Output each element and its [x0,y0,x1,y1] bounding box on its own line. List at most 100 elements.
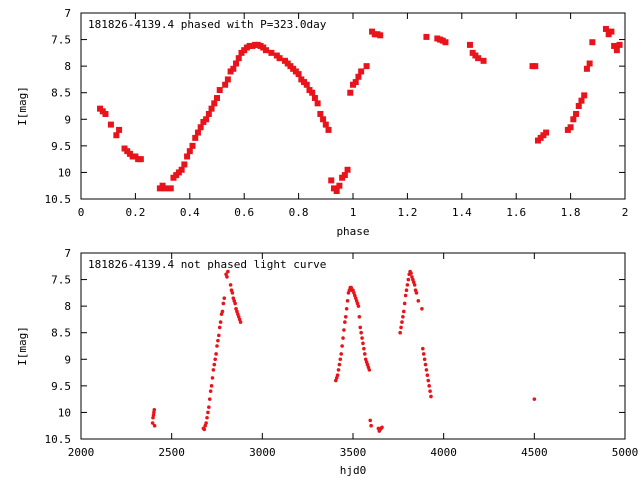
data-point [573,110,580,117]
data-point [367,368,372,372]
legend-text: 181826-4139.4 not phased light curve [88,258,326,271]
data-point [204,421,208,425]
data-point [214,95,220,102]
data-point [611,42,618,49]
y-axis-label: I[mag] [16,86,29,126]
data-point [230,291,235,295]
data-point [150,421,155,425]
data-point [358,325,363,330]
data-point [425,373,430,378]
data-point [344,307,349,311]
data-point [233,301,237,306]
data-point [338,357,343,362]
x-axis-label: phase [336,225,369,238]
data-point [217,333,221,338]
data-point [205,415,209,420]
y-tick-label: 7 [64,7,71,20]
axis-ticks [80,252,626,440]
data-point [197,124,204,131]
data-point [344,166,351,173]
data-point [423,33,430,40]
x-tick-label: 0.8 [289,206,309,219]
data-point [325,126,332,133]
data-point [613,47,620,54]
data-point [362,346,366,351]
data-point [189,142,196,149]
data-point [333,188,340,195]
x-tick-label: 1 [350,206,357,219]
phased-light-curve-panel: 0 0.2 0.4 0.6 0.8 1 1.2 1.4 1.6 1.8 2 7 7.5 8 8.5 9 9.5… [16,7,628,238]
data-point [336,182,343,189]
data-point [532,63,539,70]
data-point [570,116,577,123]
data-point [426,378,431,383]
data-point [295,71,302,78]
data-point [208,105,215,112]
data-point [532,397,537,401]
data-point [358,68,365,75]
data-point [403,293,408,298]
data-point [429,394,433,399]
x-tick-labels: 0 0.2 0.4 0.6 0.8 1 1.2 1.4 1.6 1.8 2 [78,206,629,219]
data-point [230,65,237,72]
data-point [211,100,218,107]
data-point [409,271,413,275]
data-points [150,269,537,433]
data-point [311,95,318,102]
data-point [336,368,341,372]
data-point [107,121,114,128]
x-axis-label: hjd0 [340,464,367,477]
y-tick-label: 8 [64,300,71,313]
x-tick-label: 4000 [430,446,457,459]
data-point [211,368,216,372]
data-point [363,63,370,70]
y-tick-label: 9 [64,353,71,366]
x-tick-label: 2 [622,206,629,219]
data-point [422,357,427,362]
data-point [207,397,212,401]
data-point [221,301,226,306]
x-tick-label: 1.6 [506,206,526,219]
y-tick-label: 7 [64,247,71,260]
plot-frame [80,252,626,440]
y-tick-label: 9 [64,113,71,126]
data-point [352,79,359,86]
data-point [224,76,231,83]
data-point [342,328,346,332]
x-tick-label: 2500 [158,446,185,459]
y-tick-label: 8 [64,60,71,73]
data-point [581,92,588,99]
y-tick-label: 9.5 [51,140,71,153]
data-point [401,309,406,314]
data-point [162,185,169,192]
data-point [228,283,233,287]
data-point [314,100,321,107]
data-point [578,97,585,104]
data-point [404,288,409,293]
data-point [616,41,623,48]
data-point [206,410,210,415]
data-point [184,153,191,160]
data-point [137,156,144,163]
data-point [543,129,550,136]
data-point [589,39,596,46]
data-point [328,177,335,184]
data-point [235,55,242,62]
data-point [359,330,363,335]
data-point [116,126,123,133]
data-point [602,25,609,32]
data-point [216,87,223,94]
y-tick-label: 7.5 [51,34,71,47]
y-tick-label: 10.5 [45,193,72,206]
x-tick-label: 2000 [68,446,95,459]
data-point [213,357,217,362]
data-point [399,325,403,330]
data-point [586,60,593,67]
data-point [186,148,193,155]
y-tick-label: 10.5 [45,433,72,446]
data-point [427,384,431,388]
data-point [402,301,407,306]
data-point [340,344,344,348]
